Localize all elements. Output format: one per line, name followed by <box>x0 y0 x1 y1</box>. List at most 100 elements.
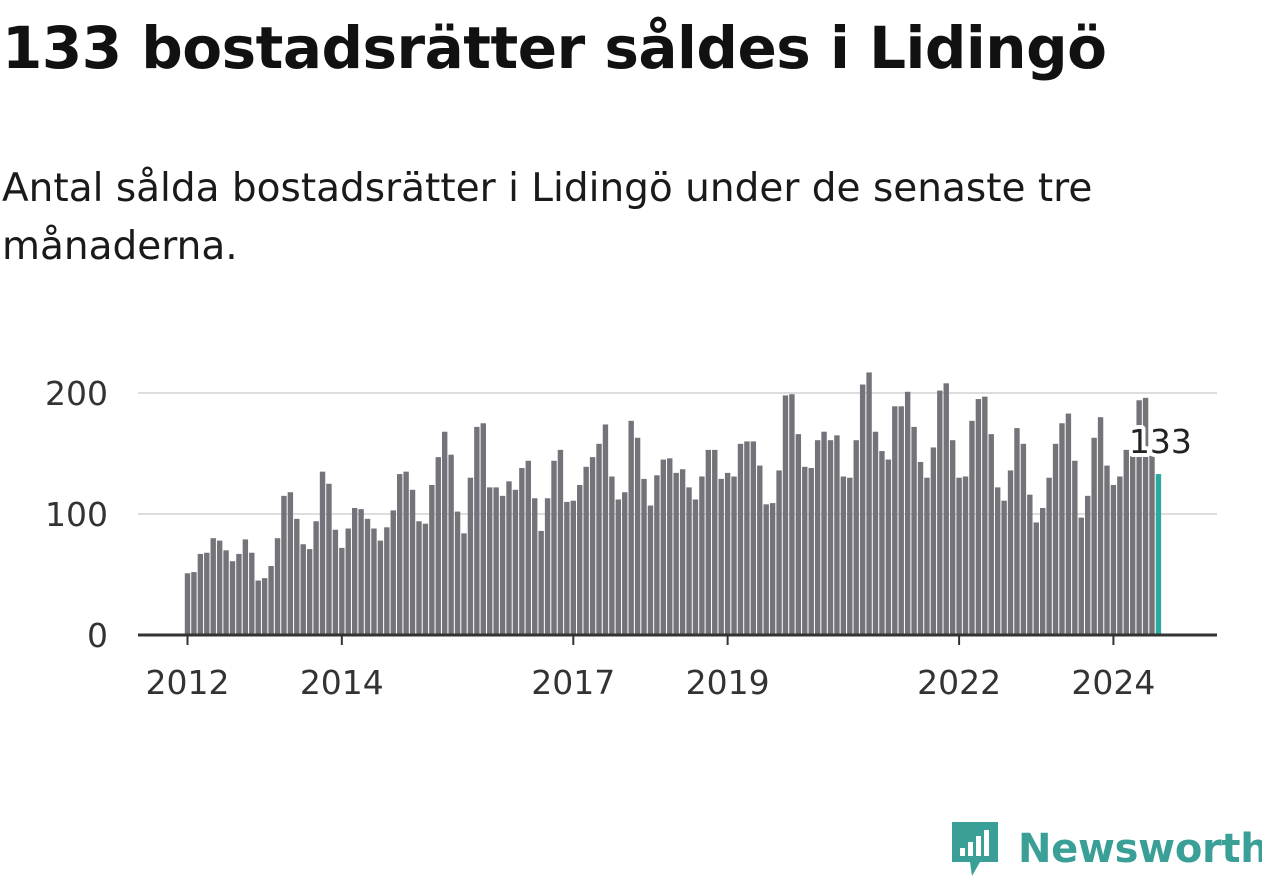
bar <box>306 549 313 635</box>
bar <box>827 440 834 635</box>
bar <box>326 483 332 635</box>
bar <box>924 477 930 635</box>
bar <box>1091 437 1097 635</box>
bar <box>1020 443 1027 635</box>
bar <box>892 406 898 635</box>
bar <box>994 487 1001 635</box>
bar <box>1149 453 1155 635</box>
bar <box>834 435 840 635</box>
bar <box>904 391 911 635</box>
bar <box>1027 494 1033 635</box>
bar <box>1110 484 1117 635</box>
bar <box>583 466 589 635</box>
bars <box>184 372 1162 635</box>
bar <box>1136 400 1142 635</box>
bar <box>622 492 628 635</box>
bar <box>487 487 493 635</box>
bar <box>287 492 294 635</box>
bar <box>943 383 949 635</box>
y-axis-labels: 0 100 200 <box>45 374 108 655</box>
bar <box>544 498 551 635</box>
bar <box>1001 500 1007 635</box>
x-axis: 2012 2014 2017 2019 2022 2024 <box>138 633 1217 702</box>
x-tick-label: 2024 <box>1071 663 1155 702</box>
bar <box>596 443 602 635</box>
bar <box>519 468 525 635</box>
bar <box>802 466 808 635</box>
bar <box>911 426 917 635</box>
bar <box>1130 453 1136 635</box>
bar <box>384 527 390 635</box>
bar <box>512 489 519 635</box>
bar <box>442 431 448 635</box>
bar <box>480 423 486 635</box>
bar <box>647 505 654 635</box>
bar <box>699 476 705 635</box>
bar <box>538 530 544 635</box>
bar <box>949 440 956 635</box>
bar <box>1059 423 1065 635</box>
bar <box>1123 449 1129 635</box>
bar <box>628 420 634 635</box>
bar <box>840 476 847 635</box>
bar <box>1078 517 1084 635</box>
bar <box>525 460 531 635</box>
chart-title: 133 bostadsrätter såldes i Lidingö <box>2 14 1107 82</box>
bar <box>917 461 924 635</box>
bar <box>808 468 814 635</box>
bar <box>937 390 943 635</box>
bar <box>570 500 576 635</box>
value-label: 133 <box>1129 422 1192 461</box>
bar <box>435 457 441 635</box>
bar <box>532 498 538 635</box>
bar <box>814 440 821 635</box>
bar <box>609 476 615 635</box>
bar <box>853 440 859 635</box>
bar <box>602 424 609 635</box>
bar <box>358 509 364 635</box>
bar <box>229 561 236 635</box>
bar <box>821 431 827 635</box>
bar <box>300 544 306 635</box>
bar <box>692 499 699 635</box>
bar <box>564 501 570 635</box>
bar <box>422 523 429 635</box>
bar <box>712 449 718 635</box>
bar <box>750 441 757 635</box>
bar <box>737 443 744 635</box>
bar <box>403 471 409 635</box>
value-label-halo: 133 <box>1129 422 1192 461</box>
bar <box>718 478 724 635</box>
bar <box>679 469 686 635</box>
x-tick-label: 2014 <box>300 663 384 702</box>
bar <box>1046 477 1052 635</box>
bar <box>223 550 229 635</box>
bar <box>776 470 782 635</box>
bar <box>364 518 371 635</box>
bar <box>763 504 769 635</box>
x-tick-label: 2022 <box>917 663 1001 702</box>
bar <box>396 474 403 635</box>
bar <box>1007 470 1014 635</box>
bar <box>184 573 191 635</box>
bar <box>789 394 795 635</box>
bar <box>757 465 763 635</box>
bar <box>930 447 937 635</box>
bar <box>351 507 358 635</box>
bar <box>1065 413 1072 635</box>
bar <box>416 521 422 635</box>
bar <box>1072 460 1078 635</box>
bar <box>467 477 474 635</box>
newsworthy-logo-icon <box>952 822 998 876</box>
bar <box>660 459 667 635</box>
bar <box>982 396 988 635</box>
bar <box>859 384 866 635</box>
bar <box>969 420 975 635</box>
bar <box>795 434 802 635</box>
bar <box>461 533 467 635</box>
bar <box>313 521 319 635</box>
bar <box>261 578 268 635</box>
bar <box>577 484 583 635</box>
bar <box>667 458 673 635</box>
